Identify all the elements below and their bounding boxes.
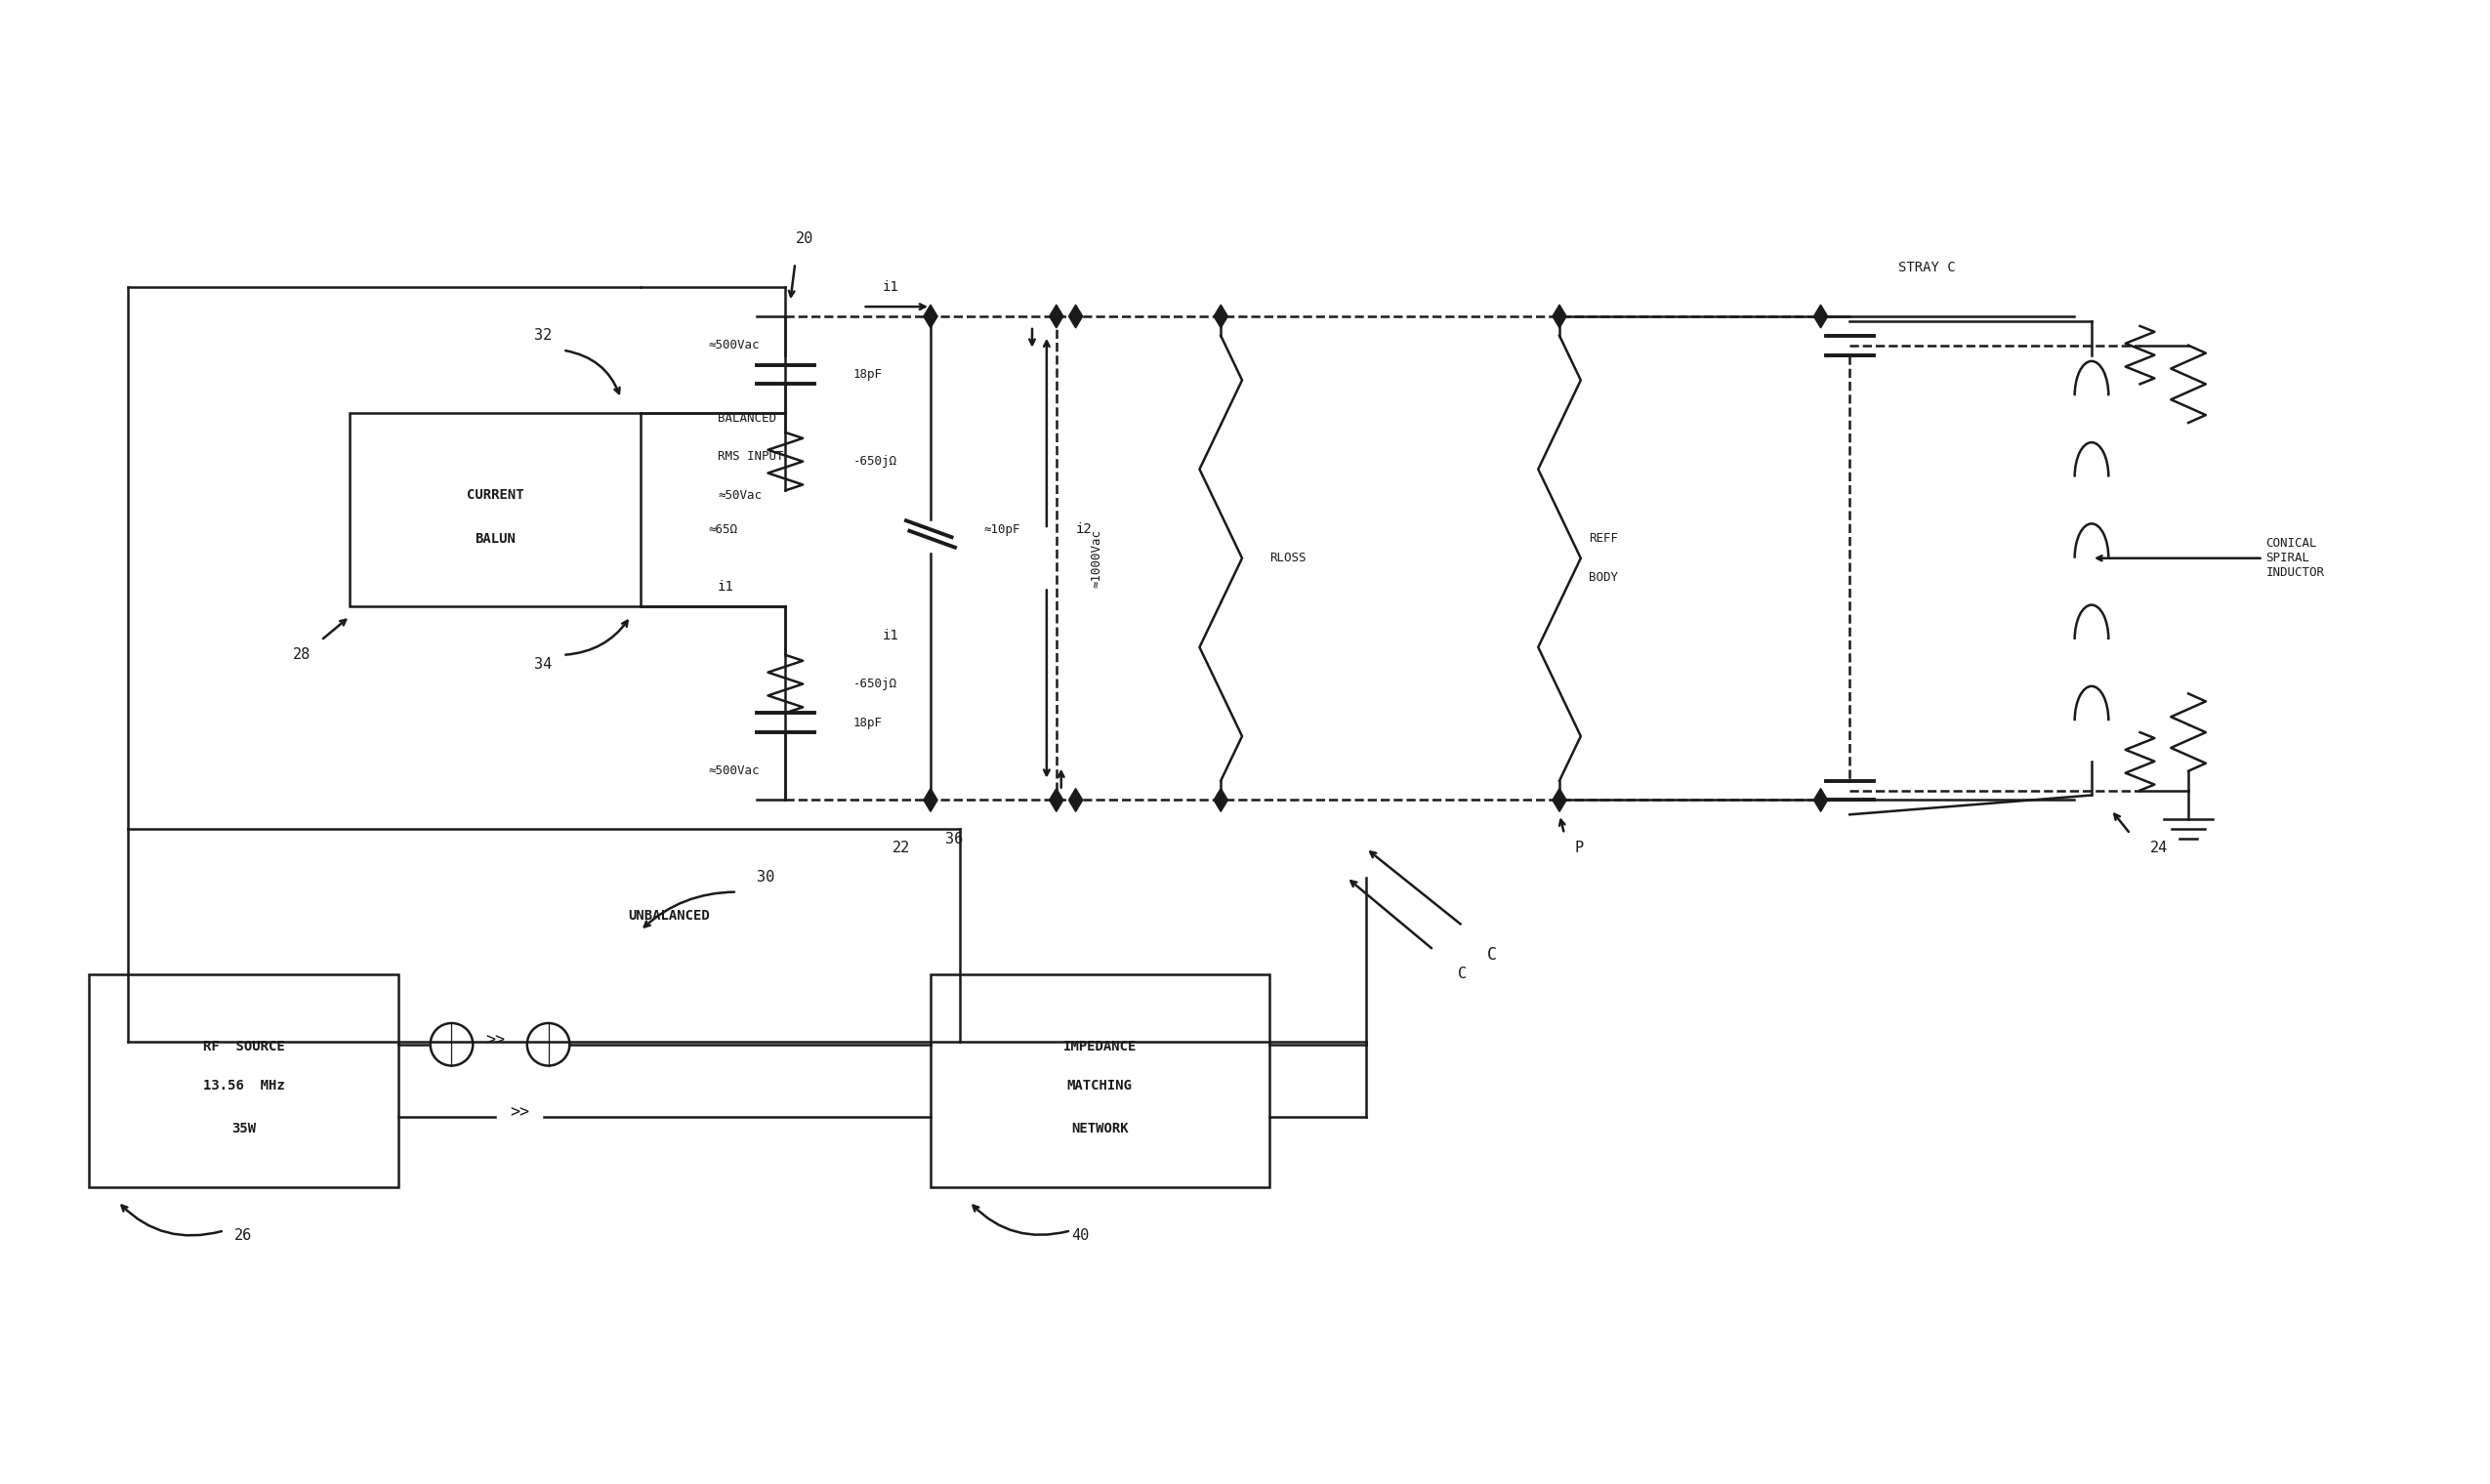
- Text: ≈1000Vac: ≈1000Vac: [1091, 528, 1103, 588]
- Polygon shape: [1048, 304, 1063, 328]
- Text: UNBALANCED: UNBALANCED: [627, 910, 710, 923]
- Text: CONICAL
SPIRAL
INDUCTOR: CONICAL SPIRAL INDUCTOR: [2097, 537, 2323, 579]
- Text: -650jΩ: -650jΩ: [854, 456, 896, 467]
- Text: 18pF: 18pF: [854, 368, 881, 381]
- Text: CURRENT: CURRENT: [466, 488, 523, 502]
- Text: -650jΩ: -650jΩ: [854, 678, 896, 690]
- Text: 32: 32: [535, 328, 553, 343]
- Polygon shape: [1068, 788, 1083, 812]
- Text: ≈50Vac: ≈50Vac: [717, 488, 762, 502]
- Text: 13.56  MHz: 13.56 MHz: [202, 1079, 284, 1092]
- Polygon shape: [1213, 788, 1228, 812]
- Text: 36: 36: [946, 831, 964, 846]
- Text: ≈65Ω: ≈65Ω: [707, 522, 737, 536]
- Text: i1: i1: [717, 580, 735, 594]
- Text: MATCHING: MATCHING: [1068, 1079, 1133, 1092]
- Text: 35W: 35W: [232, 1122, 256, 1135]
- Text: RMS INPUT: RMS INPUT: [717, 450, 784, 463]
- Text: ≈500Vac: ≈500Vac: [707, 764, 759, 778]
- Polygon shape: [924, 788, 939, 812]
- Text: 28: 28: [294, 647, 311, 662]
- Text: BALANCED: BALANCED: [717, 411, 777, 424]
- Text: ≈10pF: ≈10pF: [984, 522, 1021, 536]
- Polygon shape: [1068, 304, 1083, 328]
- Text: 30: 30: [757, 870, 774, 884]
- Text: NETWORK: NETWORK: [1071, 1122, 1128, 1135]
- Polygon shape: [1813, 304, 1828, 328]
- Text: 18pF: 18pF: [854, 717, 881, 729]
- Polygon shape: [1813, 788, 1828, 812]
- Polygon shape: [1048, 788, 1063, 812]
- Text: 24: 24: [2151, 841, 2169, 856]
- Text: RLOSS: RLOSS: [1270, 552, 1305, 564]
- Text: BODY: BODY: [1589, 571, 1619, 583]
- Text: >>: >>: [510, 1103, 528, 1120]
- Text: C: C: [1459, 968, 1467, 981]
- Text: RF  SOURCE: RF SOURCE: [202, 1040, 284, 1054]
- Polygon shape: [924, 304, 939, 328]
- Polygon shape: [1551, 788, 1566, 812]
- Text: STRAY C: STRAY C: [1897, 261, 1955, 275]
- Text: 26: 26: [234, 1229, 251, 1242]
- Text: 34: 34: [535, 657, 553, 672]
- Text: REFF: REFF: [1589, 533, 1619, 545]
- Polygon shape: [1213, 304, 1228, 328]
- Text: >>: >>: [486, 1031, 505, 1048]
- Bar: [90, 974, 398, 1187]
- Text: C: C: [1487, 945, 1496, 963]
- Text: 22: 22: [891, 841, 911, 856]
- Bar: [351, 413, 640, 607]
- Text: BALUN: BALUN: [476, 531, 515, 546]
- Text: ≈500Vac: ≈500Vac: [707, 338, 759, 352]
- Bar: [931, 974, 1270, 1187]
- Polygon shape: [1551, 304, 1566, 328]
- Text: i1: i1: [881, 629, 899, 643]
- Text: P: P: [1574, 841, 1584, 856]
- Text: 20: 20: [797, 232, 814, 246]
- Text: i2: i2: [1076, 522, 1093, 536]
- Text: i1: i1: [881, 280, 899, 294]
- Text: 40: 40: [1071, 1229, 1091, 1242]
- Text: IMPEDANCE: IMPEDANCE: [1063, 1040, 1135, 1054]
